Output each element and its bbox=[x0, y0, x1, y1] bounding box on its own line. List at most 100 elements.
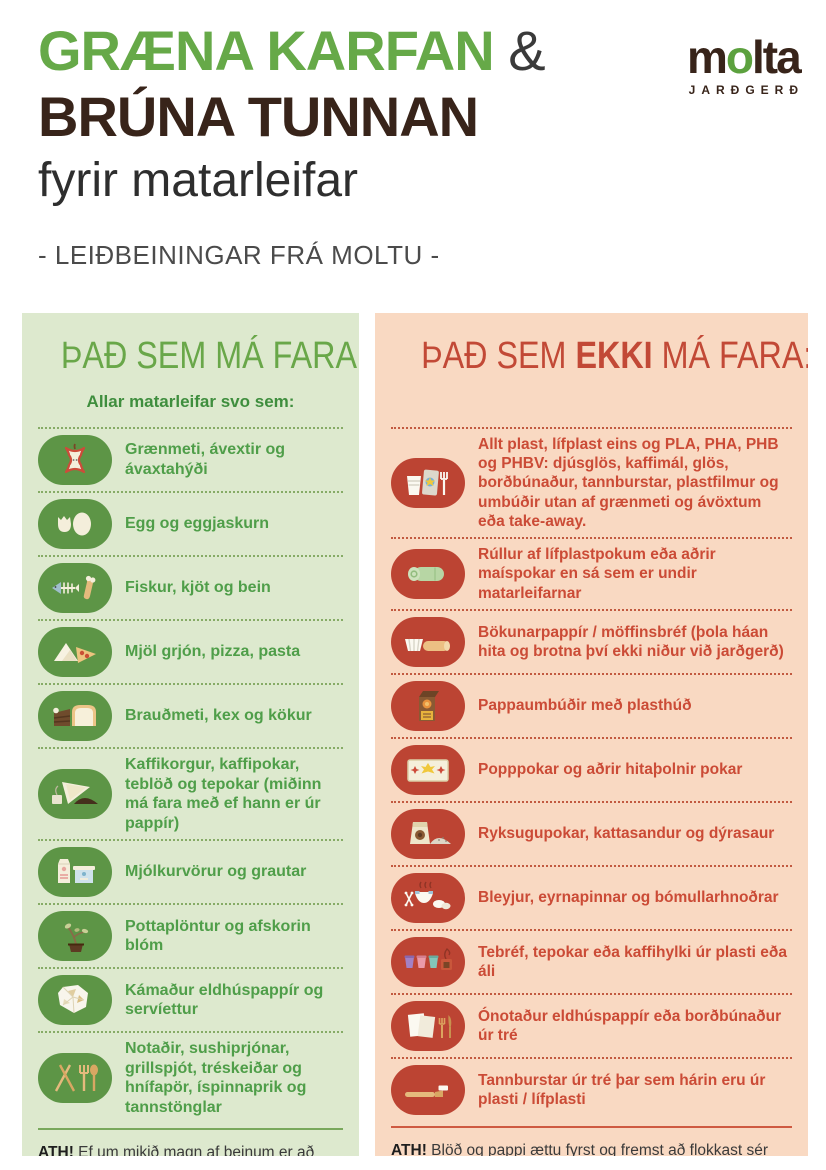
item-rest: Rúllur af lífplastpokum eða aðrir maíspo… bbox=[478, 546, 721, 602]
item-text: Grænmeti, ávextir og ávaxtahýði bbox=[125, 441, 290, 478]
item-rest: Bleyjur, eyrnapinnar og bómullarhnoðrar bbox=[478, 889, 779, 907]
item-text: Tebréf, tepokar eða kaffihylki úr plasti… bbox=[478, 943, 792, 981]
forbidden-panel: ÞAÐ SEM EKKI MÁ FARA: Allt plast, lífpla… bbox=[375, 313, 808, 1156]
baking-paper-icon bbox=[391, 616, 465, 667]
title-ekki: EKKI bbox=[575, 335, 653, 377]
list-item: Ryksugupokar, kattasandur og dýrasaur bbox=[391, 800, 792, 865]
toothbrush-icon bbox=[391, 1064, 465, 1115]
vacuum-bag-icon bbox=[391, 808, 465, 859]
list-item: Bökunarpappír / möffinsbréf (þola háan h… bbox=[391, 608, 792, 673]
allowed-panel-subtitle: Allar matarleifar svo sem: bbox=[86, 392, 295, 411]
lead-line: - LEIÐBEININGAR FRÁ MOLTU - bbox=[38, 239, 440, 270]
apple-core-icon bbox=[38, 435, 112, 485]
diaper-swabs-icon bbox=[391, 872, 465, 923]
list-item: Popppokar og aðrir hitaþolnir pokar bbox=[391, 736, 792, 801]
paper-towel-cutlery-icon bbox=[391, 1000, 465, 1051]
item-text: Rúllur af lífplastpokum eða aðrir maíspo… bbox=[478, 545, 792, 603]
crumpled-paper-icon bbox=[38, 975, 112, 1026]
item-text: Brauðmeti, kex og kökur bbox=[125, 707, 312, 725]
coffee-filter-icon bbox=[38, 769, 112, 820]
ampersand: & bbox=[508, 19, 545, 82]
note-attention-label: ATH! bbox=[391, 1141, 427, 1156]
item-rest: , lífplast eins og PLA, PHA, PHB og PHBV… bbox=[478, 436, 783, 530]
fish-bone-icon bbox=[38, 563, 112, 613]
popcorn-bag-icon bbox=[391, 744, 465, 795]
logo-lta: lta bbox=[751, 31, 802, 83]
title-line-2: BRÚNA TUNNAN bbox=[38, 85, 479, 149]
list-item: Pottaplöntur og afskorin blóm bbox=[38, 903, 343, 967]
item-text: Kámaður eldhúspappír og servíettur bbox=[125, 981, 328, 1019]
item-bold: Allt plast bbox=[478, 436, 544, 453]
item-text: Allt plast, lífplast eins og PLA, PHA, P… bbox=[478, 435, 792, 531]
potted-plant-icon bbox=[38, 911, 112, 962]
list-item: Brauðmeti, kex og kökur bbox=[38, 683, 343, 747]
allowed-note: ATH! Ef um mikið magn af beinum er að ræ… bbox=[38, 1128, 343, 1156]
eggs-icon bbox=[38, 499, 112, 549]
list-item: Allt plast, lífplast eins og PLA, PHA, P… bbox=[391, 427, 792, 537]
header: GRÆNA KARFAN & BRÚNA TUNNAN fyrir matarl… bbox=[38, 18, 546, 271]
molta-logo: molta JARÐGERÐ bbox=[683, 34, 804, 97]
bag-roll-icon bbox=[391, 548, 465, 599]
forbidden-note: ATH! Blöð og pappi ættu fyrst og fremst … bbox=[391, 1125, 792, 1156]
allowed-panel: ÞAÐ SEM MÁ FARA: Allar matarleifar svo s… bbox=[22, 313, 359, 1156]
list-item: Tebréf, tepokar eða kaffihylki úr plasti… bbox=[391, 928, 792, 993]
wooden-utensils-icon bbox=[38, 1053, 112, 1104]
item-text: Bleyjur, eyrnapinnar og bómullarhnoðrar bbox=[478, 888, 779, 907]
list-item: Mjólkurvörur og grautar bbox=[38, 839, 343, 903]
list-item: Pappaumbúðir með plasthúð bbox=[391, 672, 792, 737]
flour-pizza-icon bbox=[38, 627, 112, 677]
item-text: Ryksugupokar, kattasandur og dýrasaur bbox=[478, 824, 774, 843]
note-text: Ef um mikið magn af beinum er að ræða ei… bbox=[78, 1144, 315, 1156]
logo-tagline: JARÐGERÐ bbox=[688, 83, 804, 97]
allowed-panel-title: ÞAÐ SEM MÁ FARA: bbox=[60, 335, 359, 377]
item-rest: eldhúspappír eða borðbúnaður úr tré bbox=[478, 1007, 786, 1044]
title-line-1: GRÆNA KARFAN & bbox=[38, 18, 546, 84]
list-item: Grænmeti, ávextir og ávaxtahýði bbox=[38, 427, 343, 491]
item-rest: Pappaumbúðir með plasthúð bbox=[478, 697, 692, 715]
list-item: Tannburstar úr tré þar sem hárin eru úr … bbox=[391, 1056, 792, 1121]
item-rest: Bökunarpappír / möffinsbréf (þola háan h… bbox=[478, 623, 784, 660]
plastic-cup-film-fork-icon bbox=[391, 458, 465, 509]
list-item: Ónotaður eldhúspappír eða borðbúnaður úr… bbox=[391, 992, 792, 1057]
forbidden-panel-header: ÞAÐ SEM EKKI MÁ FARA: bbox=[391, 335, 808, 427]
content-columns: ÞAÐ SEM MÁ FARA: Allar matarleifar svo s… bbox=[22, 313, 808, 1156]
item-text: Mjöl grjón, pizza, pasta bbox=[125, 643, 301, 661]
note-attention-label: ATH! bbox=[38, 1144, 74, 1156]
allowed-panel-header: ÞAÐ SEM MÁ FARA: Allar matarleifar svo s… bbox=[38, 335, 359, 427]
cake-bread-icon bbox=[38, 691, 112, 741]
note-text: Blöð og pappi ættu fyrst og fremst að fl… bbox=[431, 1141, 769, 1156]
item-text: Ónotaður eldhúspappír eða borðbúnaður úr… bbox=[478, 1007, 792, 1045]
logo-o: o bbox=[725, 31, 754, 83]
logo-m: m bbox=[686, 31, 728, 83]
title-green: GRÆNA KARFAN bbox=[38, 19, 495, 82]
item-rest: Tannburstar úr tré þar sem hárin eru úr … bbox=[478, 1071, 770, 1108]
item-text: Pottaplöntur og afskorin blóm bbox=[125, 917, 316, 955]
item-text: Egg og eggjaskurn bbox=[125, 515, 270, 533]
title-post: MÁ FARA: bbox=[652, 335, 808, 377]
list-item: Bleyjur, eyrnapinnar og bómullarhnoðrar bbox=[391, 864, 792, 929]
item-text: Notaðir, sushiprjónar, grillspjót, trésk… bbox=[125, 1040, 311, 1116]
milk-carton-icon bbox=[38, 847, 112, 898]
item-text: Mjólkurvörur og grautar bbox=[125, 863, 307, 881]
forbidden-panel-title: ÞAÐ SEM EKKI MÁ FARA: bbox=[421, 335, 808, 378]
title-line-3: fyrir matarleifar bbox=[38, 154, 359, 208]
list-item: Mjöl grjón, pizza, pasta bbox=[38, 619, 343, 683]
list-item: Fiskur, kjöt og bein bbox=[38, 555, 343, 619]
title-pre: ÞAÐ SEM bbox=[421, 335, 576, 377]
list-item: Kámaður eldhúspappír og servíettur bbox=[38, 967, 343, 1031]
item-text: Kaffikorgur, kaffipokar, teblöð og tepok… bbox=[125, 756, 326, 832]
item-rest: Ryksugupokar, kattasandur og dýrasaur bbox=[478, 825, 775, 843]
list-item: Egg og eggjaskurn bbox=[38, 491, 343, 555]
item-text: Bökunarpappír / möffinsbréf (þola háan h… bbox=[478, 623, 792, 661]
coated-carton-icon bbox=[391, 680, 465, 731]
list-item: Rúllur af lífplastpokum eða aðrir maíspo… bbox=[391, 537, 792, 609]
logo-wordmark: molta bbox=[683, 34, 804, 80]
item-text: Pappaumbúðir með plasthúð bbox=[478, 696, 692, 715]
item-text: Popppokar og aðrir hitaþolnir pokar bbox=[478, 760, 742, 779]
item-rest: Popppokar og aðrir hitaþolnir pokar bbox=[478, 761, 743, 779]
item-text: Fiskur, kjöt og bein bbox=[125, 579, 271, 597]
list-item: Notaðir, sushiprjónar, grillspjót, trésk… bbox=[38, 1031, 343, 1123]
coffee-capsules-icon bbox=[391, 936, 465, 987]
list-item: Kaffikorgur, kaffipokar, teblöð og tepok… bbox=[38, 747, 343, 839]
